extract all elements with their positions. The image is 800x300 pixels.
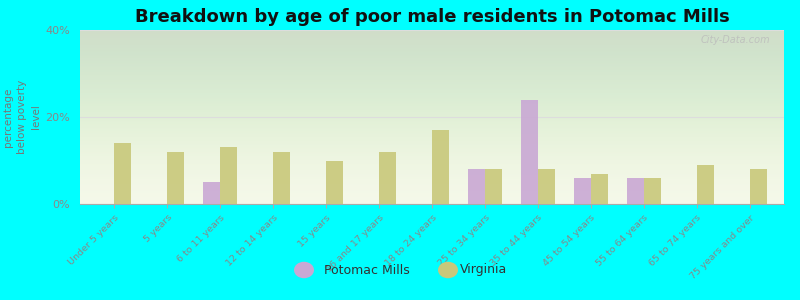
Text: Potomac Mills: Potomac Mills bbox=[324, 263, 410, 277]
Bar bbox=[274, 152, 290, 204]
Bar bbox=[521, 100, 538, 204]
Bar bbox=[326, 160, 343, 204]
Bar bbox=[574, 178, 590, 204]
Bar bbox=[750, 169, 766, 204]
Text: City-Data.com: City-Data.com bbox=[700, 35, 770, 45]
Bar bbox=[590, 173, 608, 204]
Bar bbox=[203, 182, 220, 204]
Bar bbox=[538, 169, 555, 204]
Bar bbox=[379, 152, 396, 204]
Text: Virginia: Virginia bbox=[460, 263, 507, 277]
Bar bbox=[697, 165, 714, 204]
Bar bbox=[167, 152, 184, 204]
Y-axis label: percentage
below poverty
level: percentage below poverty level bbox=[3, 80, 42, 154]
Bar bbox=[468, 169, 485, 204]
Bar bbox=[644, 178, 661, 204]
Bar bbox=[626, 178, 644, 204]
Bar bbox=[114, 143, 131, 204]
Bar bbox=[220, 147, 238, 204]
Bar bbox=[432, 130, 449, 204]
Title: Breakdown by age of poor male residents in Potomac Mills: Breakdown by age of poor male residents … bbox=[134, 8, 730, 26]
Bar bbox=[485, 169, 502, 204]
